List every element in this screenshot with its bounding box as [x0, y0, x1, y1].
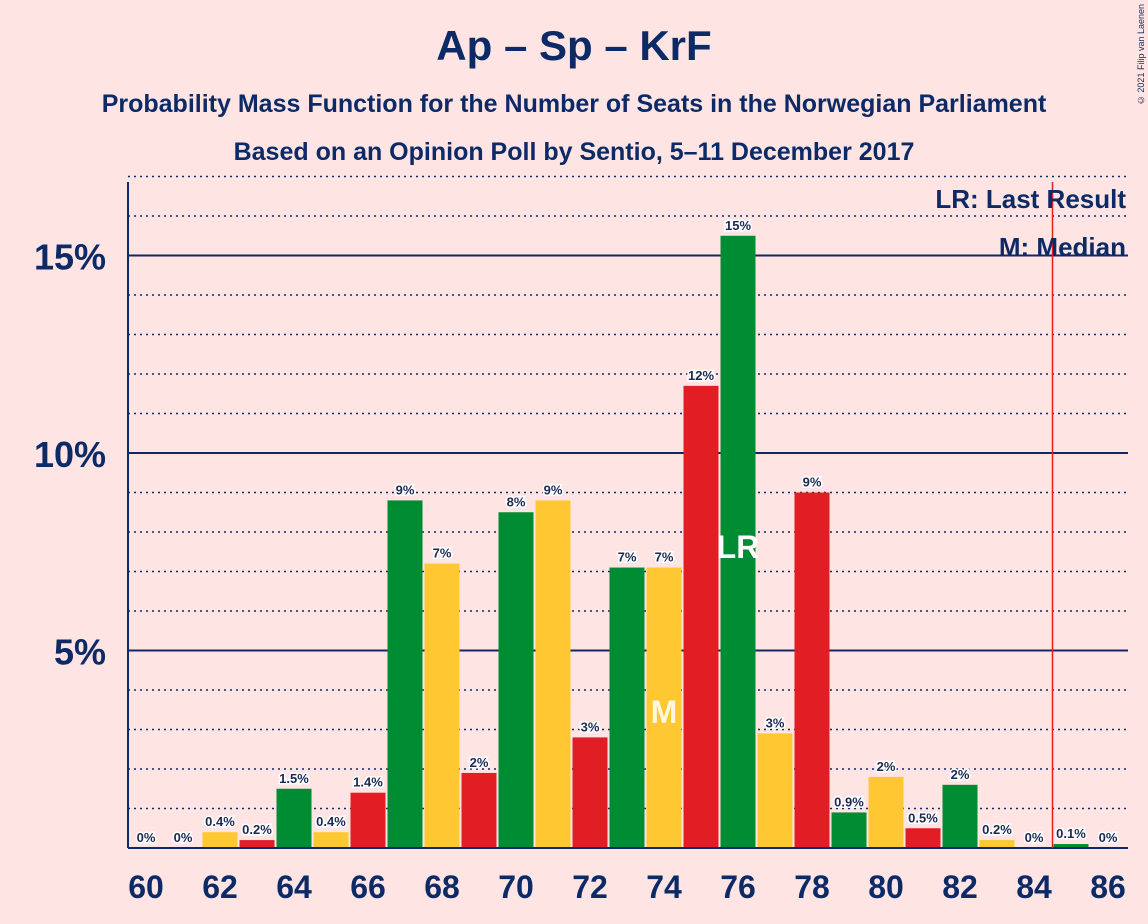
- bar-label-72: 3%: [581, 719, 600, 734]
- legend-last-result: LR: Last Result: [935, 184, 1126, 214]
- x-tick-label: 78: [794, 869, 830, 905]
- x-tick-label: 60: [128, 869, 164, 905]
- bar-label-67: 9%: [396, 482, 415, 497]
- x-tick-label: 62: [202, 869, 238, 905]
- chart-subtitle-source: Based on an Opinion Poll by Sentio, 5–11…: [233, 138, 915, 166]
- chart-subtitle: Probability Mass Function for the Number…: [101, 90, 1047, 118]
- bar-label-81: 0.5%: [908, 810, 938, 825]
- x-tick-label: 66: [350, 869, 386, 905]
- bar-label-76: 15%: [725, 218, 751, 233]
- bar-label-75: 12%: [688, 368, 714, 383]
- bar-label-70: 8%: [507, 494, 526, 509]
- x-tick-label: 82: [942, 869, 978, 905]
- bar-label-79: 0.9%: [834, 794, 864, 809]
- bar-67: [387, 500, 423, 848]
- bar-76: [720, 235, 756, 848]
- bar-71: [535, 500, 571, 848]
- bar-label-65: 0.4%: [316, 814, 346, 829]
- legend-median: M: Median: [998, 232, 1126, 262]
- bar-label-62: 0.4%: [205, 814, 235, 829]
- x-tick-label: 76: [720, 869, 756, 905]
- x-tick-label: 80: [868, 869, 904, 905]
- bar-label-74: 7%: [655, 550, 674, 565]
- bar-70: [498, 512, 534, 848]
- bar-68: [424, 563, 460, 848]
- bar-69: [461, 772, 497, 848]
- y-tick-label: 5%: [54, 632, 106, 673]
- bar-63: [239, 840, 275, 848]
- bar-label-68: 7%: [433, 546, 452, 561]
- bar-85: [1053, 844, 1089, 848]
- bar-65: [313, 832, 349, 848]
- bar-79: [831, 812, 867, 848]
- bar-label-80: 2%: [877, 759, 896, 774]
- y-tick-label: 15%: [34, 237, 106, 278]
- bar-74: [646, 567, 682, 848]
- bar-label-60: 0%: [137, 830, 156, 845]
- x-tick-label: 84: [1016, 869, 1052, 905]
- bar-label-85: 0.1%: [1056, 826, 1086, 841]
- x-tick-label: 68: [424, 869, 460, 905]
- bar-80: [868, 776, 904, 848]
- bar-label-71: 9%: [544, 482, 563, 497]
- chart-title: Ap – Sp – KrF: [436, 22, 712, 69]
- bar-81: [905, 828, 941, 848]
- median-marker: M: [651, 694, 678, 730]
- bar-66: [350, 792, 386, 848]
- bar-label-66: 1.4%: [353, 775, 383, 790]
- bar-label-84: 0%: [1025, 830, 1044, 845]
- bar-label-77: 3%: [766, 715, 785, 730]
- bar-73: [609, 567, 645, 848]
- bar-83: [979, 840, 1015, 848]
- bar-label-61: 0%: [174, 830, 193, 845]
- y-tick-label: 10%: [34, 434, 106, 475]
- bar-label-69: 2%: [470, 755, 489, 770]
- bar-label-78: 9%: [803, 475, 822, 490]
- bar-label-64: 1.5%: [279, 771, 309, 786]
- bar-label-63: 0.2%: [242, 822, 272, 837]
- bar-77: [757, 733, 793, 848]
- bar-label-86: 0%: [1099, 830, 1118, 845]
- bar-78: [794, 492, 830, 848]
- x-tick-label: 64: [276, 869, 312, 905]
- bar-72: [572, 737, 608, 848]
- x-tick-label: 86: [1090, 869, 1126, 905]
- bar-75: [683, 385, 719, 848]
- bar-label-83: 0.2%: [982, 822, 1012, 837]
- last-result-marker: LR: [717, 529, 760, 565]
- x-tick-label: 72: [572, 869, 608, 905]
- bar-label-73: 7%: [618, 550, 637, 565]
- bar-62: [202, 832, 238, 848]
- bar-label-82: 2%: [951, 767, 970, 782]
- bar-64: [276, 788, 312, 848]
- x-tick-label: 70: [498, 869, 534, 905]
- bar-82: [942, 784, 978, 848]
- x-tick-label: 74: [646, 869, 682, 905]
